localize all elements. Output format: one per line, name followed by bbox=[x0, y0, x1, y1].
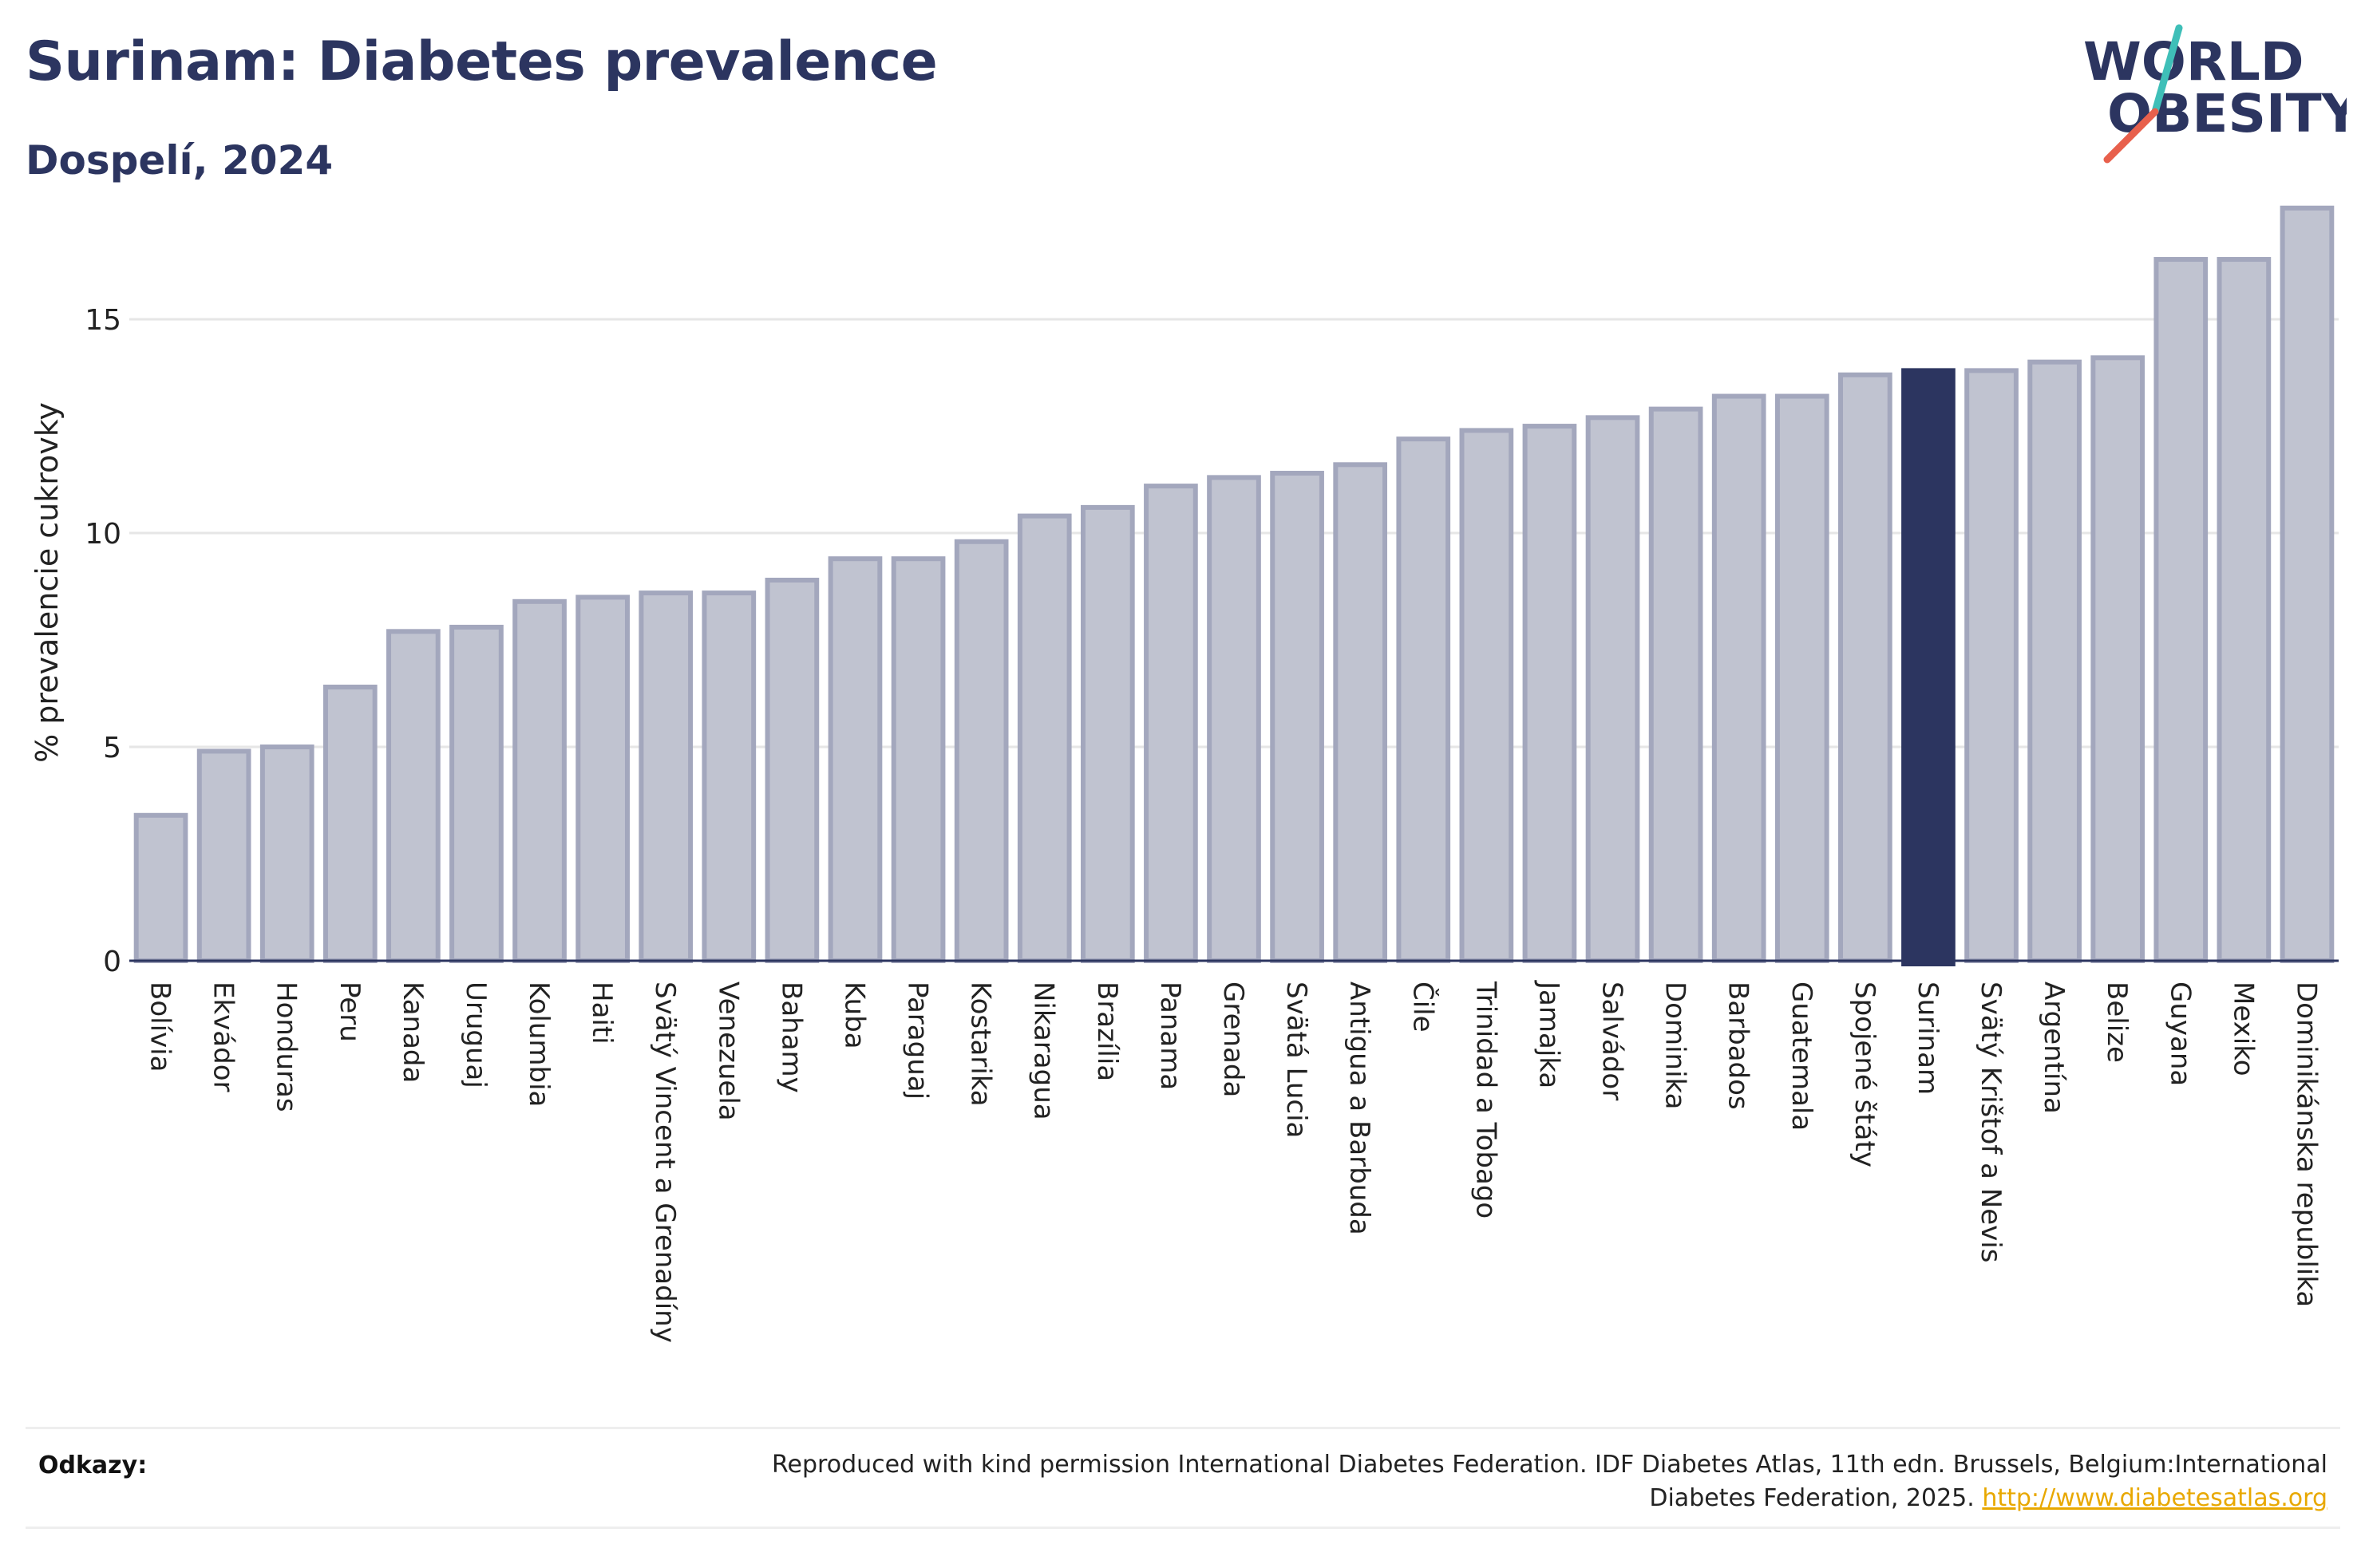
bar-default bbox=[2217, 257, 2272, 964]
x-tick-label: Kanada bbox=[397, 981, 429, 1083]
y-tick-label: 0 bbox=[103, 946, 121, 978]
x-tick-label: Venezuela bbox=[712, 981, 744, 1121]
bar-highlighted bbox=[1901, 368, 1956, 966]
diabetes-atlas-link[interactable]: http://www.diabetesatlas.org bbox=[1982, 1484, 2327, 1512]
x-tick-label: Grenada bbox=[1217, 981, 1249, 1097]
bar-default bbox=[702, 590, 757, 964]
bar-default bbox=[891, 556, 946, 964]
chart-title: Surinam: Diabetes prevalence bbox=[26, 30, 938, 93]
x-tick-label: Dominika bbox=[1659, 981, 1691, 1109]
x-tick-label: Dominikánska republika bbox=[2290, 981, 2322, 1307]
x-tick-label: Haiti bbox=[586, 981, 618, 1045]
x-tick-label: Honduras bbox=[271, 981, 303, 1112]
bar-default bbox=[2153, 257, 2209, 964]
bar-default bbox=[259, 745, 314, 963]
bar-default bbox=[1648, 406, 1703, 963]
y-axis-label: % prevalencie cukrovky bbox=[30, 402, 65, 763]
bar-default bbox=[133, 812, 188, 963]
world-obesity-logo: WORLD OBESITY bbox=[2083, 24, 2347, 164]
logo-word-obesity: OBESITY bbox=[2107, 83, 2347, 144]
x-tick-label: Surinam bbox=[1912, 981, 1944, 1095]
bar-default bbox=[1774, 393, 1829, 964]
bar-default bbox=[1396, 436, 1451, 963]
bar-default bbox=[828, 556, 883, 964]
references-line2: Diabetes Federation, 2025. bbox=[1649, 1484, 1975, 1512]
x-tick-label: Kostarika bbox=[965, 981, 997, 1107]
x-tick-label: Kolumbia bbox=[523, 981, 555, 1107]
bar-default bbox=[1585, 415, 1640, 963]
x-tick-label: Uruguaj bbox=[460, 981, 492, 1088]
x-tick-label: Trinidad a Tobago bbox=[1469, 981, 1501, 1218]
x-tick-label: Barbados bbox=[1722, 981, 1754, 1110]
x-tick-label: Mexiko bbox=[2227, 981, 2259, 1076]
x-tick-label: Kuba bbox=[838, 981, 870, 1049]
bar-default bbox=[449, 624, 504, 964]
bar-default bbox=[1711, 393, 1766, 964]
x-tick-label: Paraguaj bbox=[902, 981, 934, 1100]
bar-default bbox=[1080, 504, 1135, 963]
y-tick-label: 15 bbox=[85, 304, 121, 337]
references-text: Reproduced with kind permission Internat… bbox=[691, 1448, 2327, 1515]
x-tick-label: Ekvádor bbox=[208, 981, 239, 1092]
x-tick-label: Spojené štáty bbox=[1849, 981, 1880, 1167]
references-label: Odkazy: bbox=[38, 1451, 148, 1479]
bar-default bbox=[196, 748, 251, 963]
x-tick-label: Brazília bbox=[1091, 981, 1123, 1081]
x-tick-label: Peru bbox=[334, 981, 366, 1042]
x-tick-label: Belize bbox=[2101, 981, 2133, 1063]
bar-default bbox=[1270, 471, 1324, 963]
x-tick-label: Argentína bbox=[2038, 981, 2070, 1114]
bar-default bbox=[1207, 475, 1261, 963]
x-tick-label: Guatemala bbox=[1786, 981, 1817, 1131]
x-tick-label: Nikaragua bbox=[1028, 981, 1060, 1120]
x-tick-label: Bolívia bbox=[144, 981, 176, 1072]
y-tick-label: 10 bbox=[85, 518, 121, 551]
bar-default bbox=[575, 594, 630, 964]
references-line1: Reproduced with kind permission Internat… bbox=[772, 1451, 2327, 1479]
bar-default bbox=[639, 590, 694, 964]
x-tick-label: Svätá Lucia bbox=[1280, 981, 1312, 1138]
x-tick-label: Jamajka bbox=[1532, 980, 1564, 1088]
bar-default bbox=[1144, 484, 1198, 963]
x-tick-label: Svätý Krištof a Nevis bbox=[1975, 981, 2007, 1262]
x-tick-label: Svätý Vincent a Grenadíny bbox=[649, 981, 681, 1343]
bar-default bbox=[1459, 428, 1514, 963]
x-tick-label: Panama bbox=[1154, 981, 1186, 1090]
y-tick-label: 5 bbox=[103, 732, 121, 764]
x-tick-label: Salvádor bbox=[1596, 981, 1628, 1100]
bar-default bbox=[2027, 359, 2082, 964]
bar-default bbox=[1333, 462, 1388, 963]
references-footer: Odkazy: Reproduced with kind permission … bbox=[26, 1427, 2340, 1529]
bar-default bbox=[1964, 368, 2019, 963]
bar-default bbox=[2090, 355, 2145, 964]
bar-default bbox=[1017, 513, 1072, 963]
bar-default bbox=[1522, 424, 1577, 963]
bar-default bbox=[386, 629, 441, 964]
chart-subtitle: Dospelí, 2024 bbox=[26, 137, 334, 184]
bar-default bbox=[765, 578, 820, 963]
logo-word-world: WORLD bbox=[2083, 31, 2304, 93]
x-tick-label: Čile bbox=[1406, 981, 1439, 1033]
x-tick-label: Guyana bbox=[2164, 981, 2196, 1086]
x-tick-label: Bahamy bbox=[775, 981, 807, 1093]
bar-default bbox=[954, 539, 1009, 963]
bar-default bbox=[322, 684, 378, 963]
bar-default bbox=[1838, 372, 1892, 963]
bar-default bbox=[512, 598, 567, 963]
bar-default bbox=[2280, 205, 2335, 963]
bar-chart: 0 5 10 15 % prevalencie cukrovky Bolívia Ekvád… bbox=[30, 205, 2339, 1343]
x-tick-label: Antigua a Barbuda bbox=[1343, 981, 1375, 1235]
